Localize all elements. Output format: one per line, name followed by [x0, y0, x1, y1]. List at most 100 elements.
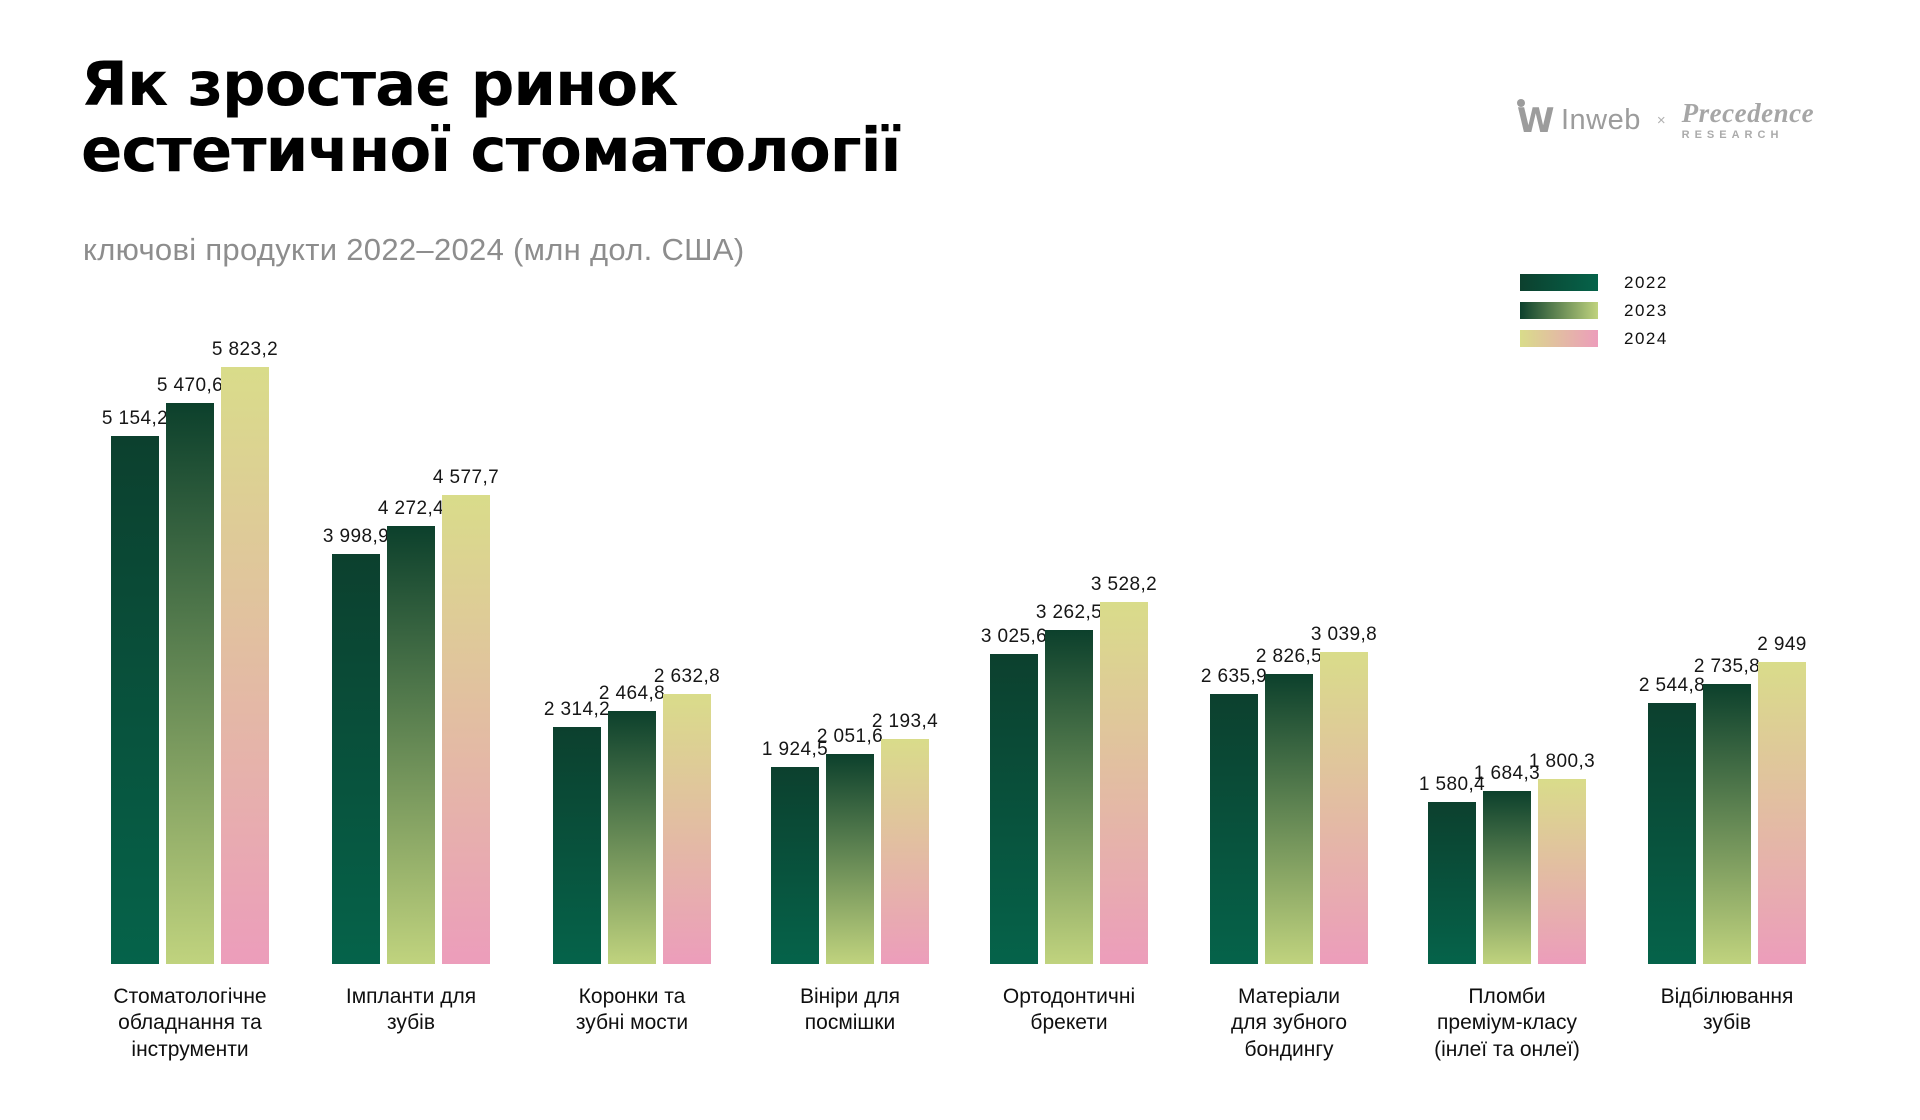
bar-2023: 2 735,8: [1694, 656, 1760, 964]
bar-2022: 2 314,2: [544, 699, 610, 964]
bar-value-label: 3 998,9: [322, 526, 390, 547]
inweb-logo-icon: W: [1515, 98, 1559, 142]
category-label-line: для зубного: [1230, 1011, 1348, 1035]
bar-value-label: 2 193,4: [871, 711, 939, 732]
bar-group-2: 3 998,9 4 272,4 4 577,7: [323, 467, 499, 964]
bar-group-1: 5 154,2 5 470,6 5 823,2: [102, 339, 278, 964]
logo-strip: W Inweb × Precedence RESEARCH: [1515, 98, 1814, 142]
bar-value-label: 2 635,9: [1200, 666, 1268, 687]
bar-2024: 5 823,2: [212, 339, 278, 964]
category-label-line: Стоматологічне: [113, 985, 267, 1008]
bar-value-label: 3 025,6: [980, 626, 1048, 647]
legend-item-2023: 2023: [1520, 300, 1668, 320]
bar-2023: 2 464,8: [599, 683, 665, 964]
bar-group-3: 2 314,2 2 464,8 2 632,8: [544, 666, 720, 964]
page-subtitle: ключові продукти 2022–2024 (млн дол. США…: [83, 232, 745, 267]
category-label-line: зубів: [1703, 1011, 1751, 1035]
title-line-2: естетичної стоматології: [81, 115, 901, 187]
bar-value-label: 2 949: [1757, 634, 1807, 655]
bar-2024: 2 949: [1757, 634, 1806, 964]
category-label: Пломби преміум-класу (інлеї та онлеї): [1434, 984, 1580, 1063]
bar-2022: 2 544,8: [1639, 675, 1705, 964]
bar-value-label: 3 528,2: [1090, 574, 1158, 595]
category-label: Вініри для посмішки: [800, 984, 900, 1037]
category-label-line: посмішки: [804, 1011, 896, 1035]
inweb-logo-text: Inweb: [1561, 103, 1641, 136]
category-label-line: інструменти: [131, 1037, 249, 1061]
bar-value-label: 2 314,2: [543, 699, 611, 720]
bar-2022: 2 635,9: [1201, 666, 1267, 964]
bar-2023: 2 826,5: [1256, 646, 1322, 964]
inweb-logo-dot: [1517, 99, 1525, 107]
category-label-line: Ортодонтичні: [1002, 985, 1136, 1008]
bar-2022: 1 924,5: [762, 739, 828, 964]
bar-2024: 1 800,3: [1529, 751, 1595, 964]
bar-value-label: 5 154,2: [101, 408, 169, 429]
bar-2022: 3 998,9: [323, 526, 389, 964]
legend-swatch-2023: [1520, 302, 1598, 319]
bar-value-label: 3 039,8: [1310, 624, 1378, 645]
bar-value-label: 1 924,5: [761, 739, 829, 760]
category-label-line: зубів: [387, 1011, 435, 1035]
category-label-line: бондингу: [1244, 1037, 1334, 1061]
legend-year-label: 2022: [1624, 272, 1668, 292]
bar-2024: 2 632,8: [654, 666, 720, 964]
legend-year-label: 2023: [1624, 300, 1668, 320]
bar-value-label: 3 262,5: [1035, 602, 1103, 623]
bar-2022: 3 025,6: [981, 626, 1047, 964]
bar-2023: 1 684,3: [1474, 763, 1540, 964]
bar-2023: 5 470,6: [157, 375, 223, 964]
bar-group-7: 1 580,4 1 684,3 1 800,3: [1419, 751, 1595, 964]
bar-group-4: 1 924,5 2 051,6 2 193,4: [762, 711, 938, 964]
category-label: Стоматологічне обладнання та інструменти: [113, 984, 266, 1063]
bar-2023: 3 262,5: [1036, 602, 1102, 964]
category-label: Матеріали для зубного бондингу: [1231, 984, 1347, 1063]
legend-year-label: 2024: [1624, 328, 1668, 348]
legend-swatch-2022: [1520, 274, 1598, 291]
bar-2024: 4 577,7: [433, 467, 499, 964]
bar-value-label: 5 470,6: [156, 375, 224, 396]
bar-2024: 3 039,8: [1311, 624, 1377, 964]
bar-value-label: 2 632,8: [653, 666, 721, 687]
page-title: Як зростає ринок естетичної стоматології: [81, 49, 901, 187]
bar-value-label: 4 577,7: [432, 467, 500, 488]
category-label-line: зубні мости: [575, 1011, 689, 1035]
inweb-logo-w: W: [1517, 101, 1555, 141]
bar-value-label: 1 684,3: [1473, 763, 1541, 784]
bar-2022: 1 580,4: [1419, 774, 1485, 964]
precedence-research-text: RESEARCH: [1681, 128, 1784, 141]
bar-value-label: 4 272,4: [377, 498, 445, 519]
category-label-line: брекети: [1030, 1011, 1108, 1035]
bar-2024: 2 193,4: [872, 711, 938, 964]
legend-swatch-2024: [1520, 330, 1598, 347]
category-label-line: Коронки та: [578, 985, 686, 1008]
category-label: Імпланти для зубів: [346, 984, 476, 1037]
precedence-logo-text: Precedence: [1681, 97, 1815, 128]
bar-value-label: 2 735,8: [1693, 656, 1761, 677]
legend-item-2024: 2024: [1520, 328, 1668, 348]
bar-2023: 4 272,4: [378, 498, 444, 964]
category-label: Відбілювання зубів: [1661, 984, 1794, 1037]
bar-value-label: 1 800,3: [1528, 751, 1596, 772]
bar-value-label: 2 464,8: [598, 683, 666, 704]
category-label-line: Вініри для: [799, 985, 901, 1008]
category-label-line: Імпланти для: [345, 985, 477, 1008]
legend-item-2022: 2022: [1520, 272, 1668, 292]
title-line-1: Як зростає ринок: [81, 49, 679, 120]
bar-value-label: 2 544,8: [1638, 675, 1706, 696]
bar-value-label: 2 826,5: [1255, 646, 1323, 667]
bar-value-label: 1 580,4: [1418, 774, 1486, 795]
category-label: Ортодонтичні брекети: [1003, 984, 1135, 1037]
bar-group-8: 2 544,8 2 735,8 2 949: [1639, 634, 1806, 964]
category-label-line: (інлеї та онлеї): [1434, 1037, 1580, 1061]
category-label-line: обладнання та: [118, 1011, 262, 1035]
logo-separator-x: ×: [1656, 111, 1666, 129]
category-label: Коронки та зубні мости: [576, 984, 688, 1037]
chart-legend: 2022 2023 2024: [1520, 272, 1668, 348]
bar-value-label: 5 823,2: [211, 339, 279, 360]
category-label-line: Відбілювання: [1660, 985, 1794, 1008]
category-label-line: преміум-класу: [1437, 1011, 1577, 1035]
bar-value-label: 2 051,6: [816, 726, 884, 747]
